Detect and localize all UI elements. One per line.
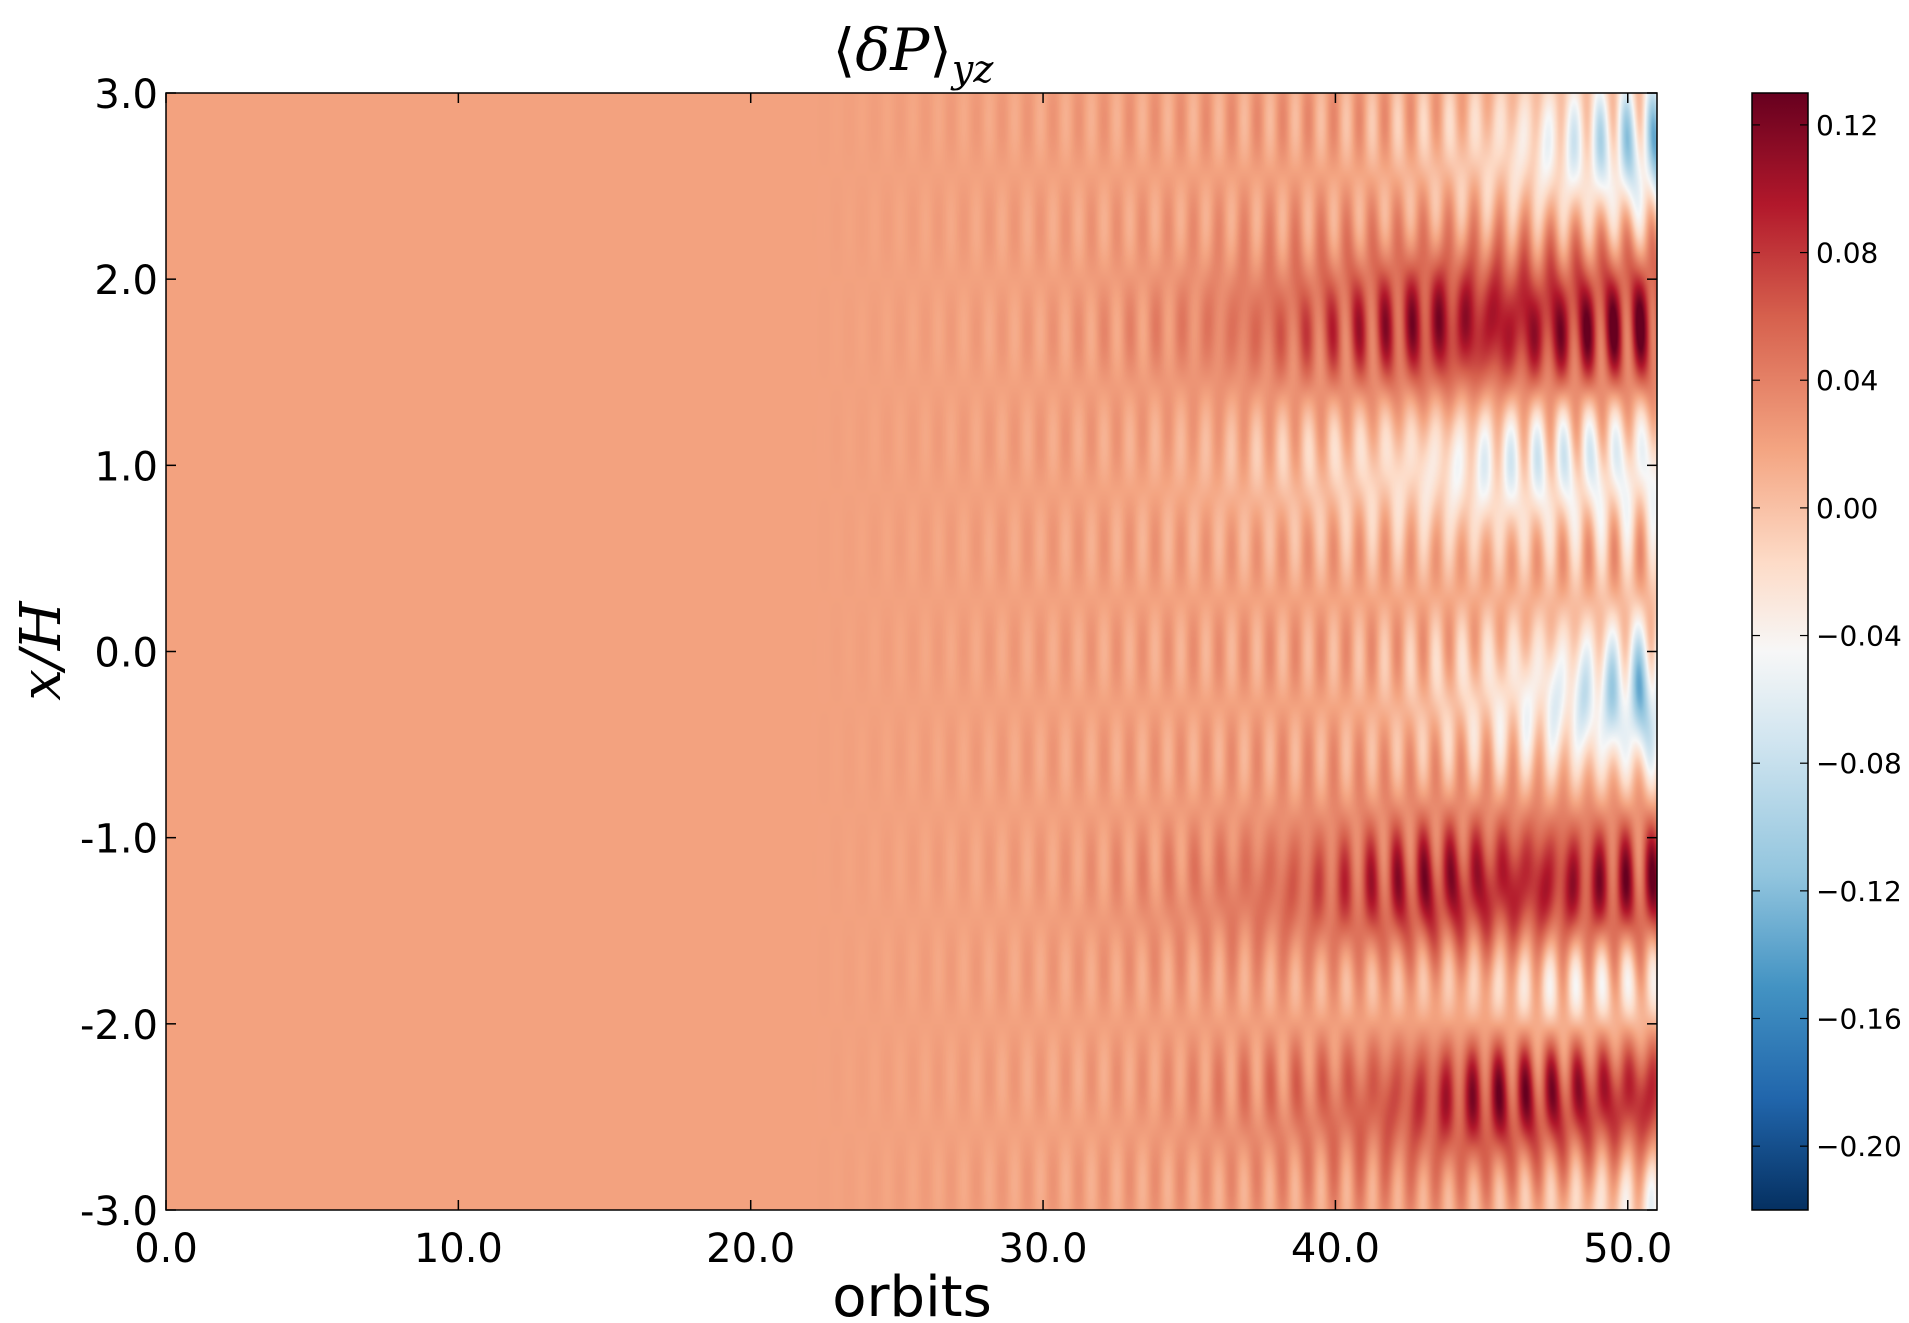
colorbar-ticks: 0.12 0.08 0.04 0.00 −0.04 −0.08 −0.12 −0.16 −0.2… [1752,109,1902,1163]
colorbar-tick-label: −0.16 [1816,1003,1902,1036]
colorbar-tick-label: 0.04 [1816,364,1878,397]
colorbar-tick-label: 0.00 [1816,492,1878,525]
x-tick-label: 20.0 [706,1226,795,1272]
colorbar-tick-label: −0.04 [1816,620,1902,653]
x-tick-label: 30.0 [999,1226,1088,1272]
y-tick-label: -1.0 [80,817,158,863]
y-tick-label: 1.0 [94,444,158,490]
colorbar-tick-label: −0.08 [1816,747,1902,780]
x-tick-label: 10.0 [414,1226,503,1272]
x-axis-ticks: 0.0 10.0 20.0 30.0 40.0 50.0 [134,93,1672,1272]
y-tick-label: -2.0 [80,1003,158,1049]
y-axis-label: x/H [9,600,74,700]
y-tick-label: -3.0 [80,1189,158,1235]
colorbar-tick-label: 0.08 [1816,237,1878,270]
y-tick-label: 2.0 [94,258,158,304]
colorbar-tick-label: −0.12 [1816,875,1902,908]
colorbar-tick-label: 0.12 [1816,109,1878,142]
x-tick-label: 50.0 [1583,1226,1672,1272]
y-axis-ticks: 3.0 2.0 1.0 0.0 -1.0 -2.0 -3.0 [80,72,1657,1235]
y-tick-label: 3.0 [94,72,158,118]
colorbar-tick-label: −0.20 [1816,1130,1902,1163]
x-axis-label: orbits [832,1265,992,1323]
chart-title: ⟨δP⟩yz [833,16,995,91]
colorbar [1751,92,1809,1211]
y-tick-label: 0.0 [94,631,158,677]
x-tick-label: 40.0 [1291,1226,1380,1272]
heatmap-plot-area [166,93,1657,1210]
heatmap-canvas [166,93,1657,1210]
x-tick-label: 0.0 [134,1226,198,1272]
